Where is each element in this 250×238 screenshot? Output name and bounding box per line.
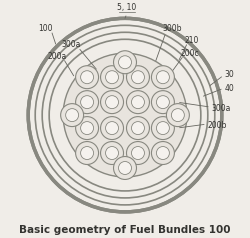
Text: 210: 210 <box>185 36 199 45</box>
Circle shape <box>106 147 118 159</box>
Circle shape <box>132 147 144 159</box>
Text: 100: 100 <box>38 24 52 33</box>
Circle shape <box>66 109 78 122</box>
Circle shape <box>106 71 118 84</box>
Circle shape <box>132 71 144 84</box>
Circle shape <box>166 104 189 127</box>
Circle shape <box>156 147 170 159</box>
Circle shape <box>106 122 118 134</box>
Text: 5, 10: 5, 10 <box>117 3 137 12</box>
Circle shape <box>61 104 84 127</box>
Text: 300b: 300b <box>162 24 182 33</box>
Circle shape <box>63 53 187 177</box>
Circle shape <box>156 96 170 109</box>
Circle shape <box>114 157 136 179</box>
Text: 300a: 300a <box>212 104 231 113</box>
Circle shape <box>126 142 150 164</box>
Circle shape <box>76 117 98 139</box>
Circle shape <box>100 142 124 164</box>
Circle shape <box>126 66 150 89</box>
Circle shape <box>76 91 98 114</box>
Circle shape <box>28 18 222 212</box>
Circle shape <box>76 66 98 89</box>
Circle shape <box>100 117 124 139</box>
Circle shape <box>118 162 132 174</box>
Text: 200a: 200a <box>48 52 67 61</box>
Circle shape <box>100 66 124 89</box>
Text: 30: 30 <box>225 70 234 79</box>
Circle shape <box>106 96 118 109</box>
Circle shape <box>152 66 174 89</box>
Circle shape <box>172 109 184 122</box>
Circle shape <box>100 91 124 114</box>
Circle shape <box>118 56 132 69</box>
Text: 200b: 200b <box>208 121 227 129</box>
Circle shape <box>156 122 170 134</box>
Text: 200c: 200c <box>180 49 199 58</box>
Circle shape <box>126 91 150 114</box>
Circle shape <box>80 147 94 159</box>
Circle shape <box>132 122 144 134</box>
Text: Basic geometry of Fuel Bundles 100: Basic geometry of Fuel Bundles 100 <box>19 225 231 235</box>
Circle shape <box>132 96 144 109</box>
Circle shape <box>152 117 174 139</box>
Text: 300a: 300a <box>62 40 81 49</box>
Circle shape <box>80 71 94 84</box>
Circle shape <box>156 71 170 84</box>
Circle shape <box>76 142 98 164</box>
Circle shape <box>114 51 136 74</box>
Text: 40: 40 <box>225 84 234 93</box>
Circle shape <box>152 142 174 164</box>
Circle shape <box>152 91 174 114</box>
Circle shape <box>80 96 94 109</box>
Circle shape <box>126 117 150 139</box>
Circle shape <box>80 122 94 134</box>
